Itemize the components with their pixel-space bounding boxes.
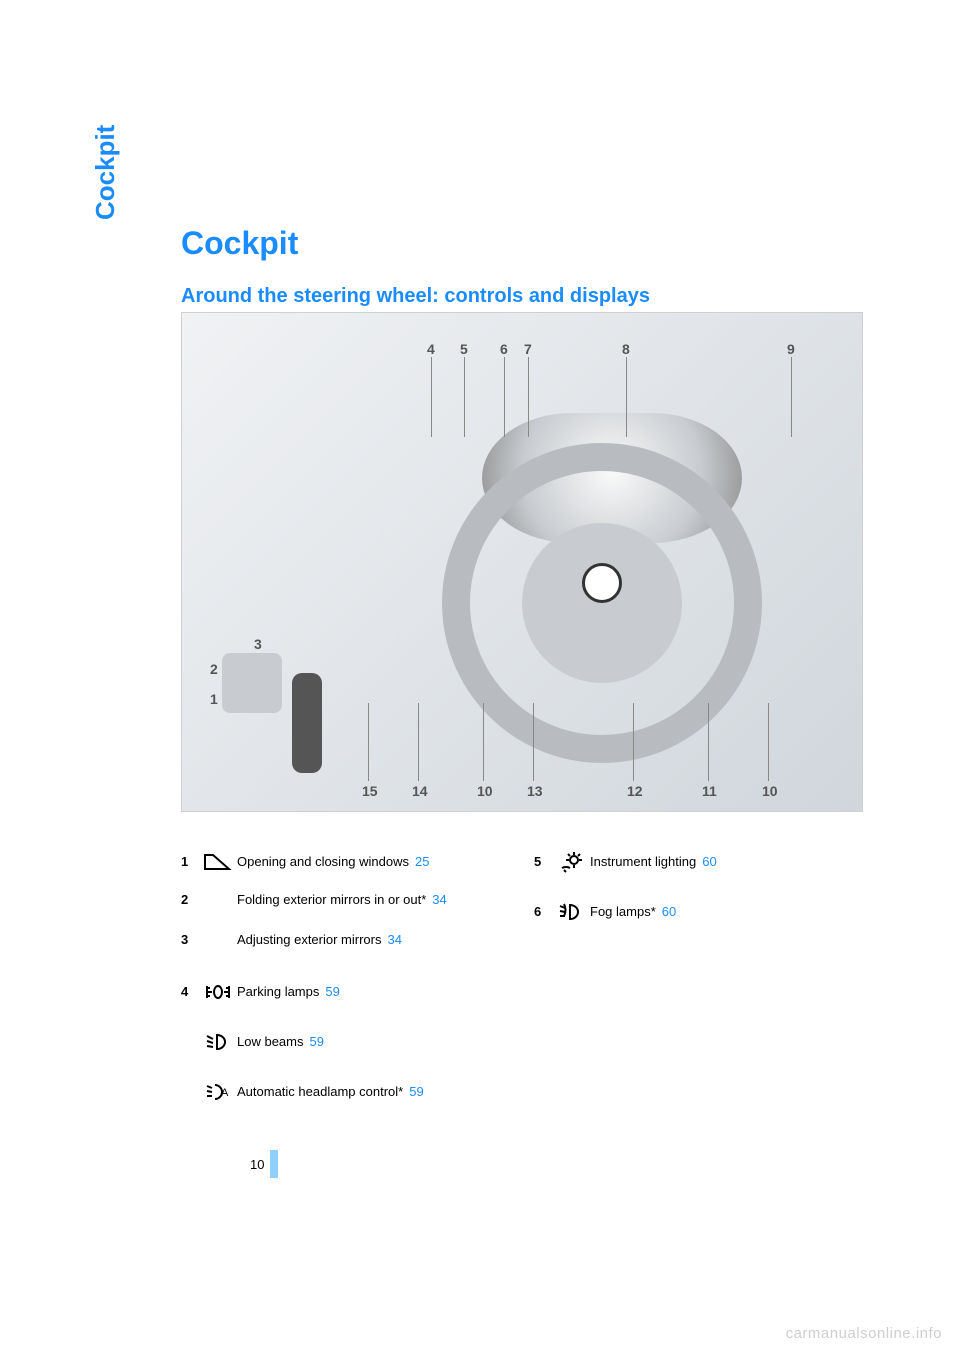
legend-row: 3 Adjusting exterior mirrors34 [181, 930, 510, 964]
diagram-callout: 5 [460, 341, 468, 357]
leader-line [418, 703, 419, 781]
legend-text: Instrument lighting60 [590, 852, 863, 872]
diagram-callout: 13 [527, 783, 543, 799]
page-ref[interactable]: 59 [325, 984, 339, 999]
legend-icon-cell [203, 851, 237, 873]
legend-icon-cell [556, 902, 590, 922]
auto-headlamp-icon: A [203, 1082, 233, 1102]
leader-line [768, 703, 769, 781]
diagram-callout: 9 [787, 341, 795, 357]
page-ref[interactable]: 34 [388, 932, 402, 947]
page-title: Cockpit [181, 225, 298, 262]
side-tab-label: Cockpit [90, 125, 121, 220]
legend-text: Adjusting exterior mirrors34 [237, 930, 510, 950]
fog-lamp-icon [556, 902, 586, 922]
section-heading: Around the steering wheel: controls and … [181, 285, 650, 308]
parking-lamp-icon [203, 983, 233, 1001]
legend-row: 4 Parking lamps59 [181, 970, 510, 1014]
legend-icon-cell [556, 850, 590, 874]
legend-num: 2 [181, 890, 203, 910]
legend-text: Opening and closing windows25 [237, 852, 510, 872]
diagram-callout: 14 [412, 783, 428, 799]
diagram-callout: 11 [702, 783, 717, 799]
watermark: carmanualsonline.info [786, 1325, 942, 1342]
diagram-callout: 10 [762, 783, 778, 799]
legend-row: 6 Fog lamps*60 [534, 890, 863, 934]
page-number: 10 [250, 1150, 278, 1178]
instrument-light-icon [556, 850, 586, 874]
legend-text: Low beams59 [237, 1032, 510, 1052]
page-ref[interactable]: 25 [415, 854, 429, 869]
legend-row: Low beams59 [181, 1020, 510, 1064]
diagram-callout: 15 [362, 783, 378, 799]
leader-line [504, 357, 505, 437]
page-ref[interactable]: 59 [409, 1084, 423, 1099]
legend-row: A Automatic headlamp control*59 [181, 1070, 510, 1114]
legend-icon-cell [203, 1032, 237, 1052]
legend-col-left: 1 Opening and closing windows25 2 Folding e… [181, 840, 510, 1114]
page-ref[interactable]: 59 [309, 1034, 323, 1049]
legend-col-right: 5 Instrument lighting60 6 Fog lamps*60 [534, 840, 863, 1114]
seat-lever [292, 673, 322, 773]
leader-line [533, 703, 534, 781]
page-ref[interactable]: 60 [702, 854, 716, 869]
svg-text:A: A [221, 1087, 229, 1099]
page-number-bar [270, 1150, 278, 1178]
diagram-callout: 7 [524, 341, 532, 357]
legend-row: 2 Folding exterior mirrors in or out*34 [181, 890, 510, 924]
leader-line [368, 703, 369, 781]
legend-text: Fog lamps*60 [590, 902, 863, 922]
legend-num: 3 [181, 930, 203, 950]
diagram-callout: 1 [210, 691, 218, 707]
legend-text: Folding exterior mirrors in or out*34 [237, 890, 510, 910]
leader-line [791, 357, 792, 437]
legend-num: 6 [534, 902, 556, 922]
diagram-callout: 4 [427, 341, 435, 357]
legend-icon-cell: A [203, 1082, 237, 1102]
steering-hub [522, 523, 682, 683]
diagram-callout: 12 [627, 783, 643, 799]
diagram-callout: 6 [500, 341, 508, 357]
page-ref[interactable]: 60 [662, 904, 676, 919]
diagram-callout: 8 [622, 341, 630, 357]
leader-line [464, 357, 465, 437]
diagram-callout: 2 [210, 661, 218, 677]
leader-line [528, 357, 529, 437]
legend-text: Automatic headlamp control*59 [237, 1082, 510, 1102]
legend-num: 1 [181, 852, 203, 872]
page-number-text: 10 [250, 1150, 270, 1178]
low-beam-icon [203, 1032, 233, 1052]
leader-line [483, 703, 484, 781]
legend-num: 4 [181, 982, 203, 1002]
leader-line [708, 703, 709, 781]
leader-line [431, 357, 432, 437]
legend-row: 5 Instrument lighting60 [534, 840, 863, 884]
bmw-badge-icon [582, 563, 622, 603]
legend-num: 5 [534, 852, 556, 872]
diagram-callout: 10 [477, 783, 493, 799]
cockpit-diagram: 45678915141013121110123 [181, 312, 863, 812]
diagram-callout: 3 [254, 636, 262, 652]
legend: 1 Opening and closing windows25 2 Folding e… [181, 840, 863, 1114]
page-ref[interactable]: 34 [432, 892, 446, 907]
legend-text: Parking lamps59 [237, 982, 510, 1002]
legend-icon-cell [203, 983, 237, 1001]
legend-row: 1 Opening and closing windows25 [181, 840, 510, 884]
mirror-knob [222, 653, 282, 713]
leader-line [626, 357, 627, 437]
leader-line [633, 703, 634, 781]
window-icon [203, 851, 233, 873]
page: Cockpit Cockpit Around the steering whee… [0, 0, 960, 1358]
